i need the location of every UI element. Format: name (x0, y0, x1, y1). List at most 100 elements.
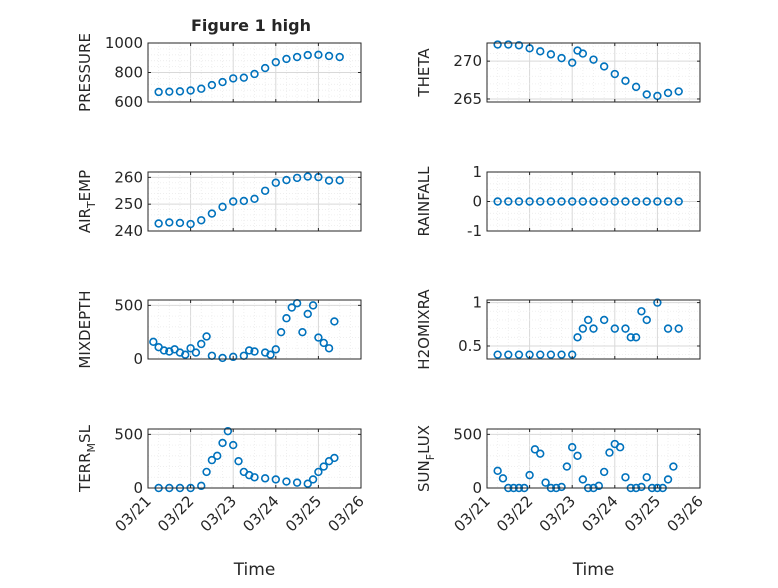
data-point (546, 50, 556, 59)
data-point (207, 80, 217, 90)
y-tick-label: 1 (472, 163, 482, 181)
data-point (674, 197, 683, 206)
data-point (303, 479, 312, 488)
data-point (615, 443, 625, 452)
data-point (260, 186, 270, 195)
plot-area (487, 300, 700, 359)
data-point (631, 82, 641, 92)
data-point (165, 218, 174, 227)
data-point (589, 324, 598, 333)
data-point (213, 451, 222, 461)
data-point (599, 62, 609, 71)
data-point (557, 197, 566, 206)
data-point (621, 473, 630, 482)
data-point (546, 350, 556, 359)
x-tick-label: 03/22 (154, 492, 197, 535)
data-point (202, 332, 211, 341)
data-point (594, 481, 604, 491)
data-point (525, 470, 534, 480)
y-tick-label: 500 (453, 425, 482, 443)
data-point (276, 327, 286, 337)
data-point (260, 63, 270, 73)
data-point (504, 197, 513, 206)
data-point (504, 350, 513, 359)
data-point (298, 327, 307, 337)
data-point (292, 478, 302, 487)
data-point (674, 324, 683, 333)
plot-area (487, 43, 700, 102)
y-axis-label: PRESSURE (76, 33, 94, 112)
data-point (621, 197, 630, 206)
data-point (154, 219, 163, 228)
data-point (239, 73, 249, 82)
axes-box (147, 428, 362, 489)
data-point (567, 58, 577, 67)
plot-area (148, 300, 361, 359)
y-tick-label: 265 (453, 90, 482, 108)
data-point (223, 426, 233, 436)
data-point (191, 348, 201, 357)
data-point (324, 51, 334, 61)
data-point (541, 478, 550, 487)
data-point (229, 352, 238, 362)
data-point (493, 466, 502, 476)
data-point (498, 474, 508, 483)
subplot-rainfall: -1 0 1 RAINFALL (415, 163, 701, 240)
x-tick-label: 03/21 (451, 492, 494, 535)
data-point (303, 172, 312, 181)
data-point (599, 315, 609, 325)
data-point (186, 219, 195, 229)
subplot-terr-msl: 0 500 TERRMSL 03/21 03/22 03/23 03/24 03/25 03/2… (76, 424, 368, 580)
data-point (514, 350, 524, 359)
data-point (504, 40, 513, 49)
data-point (202, 467, 211, 477)
data-point (207, 455, 217, 465)
data-point (335, 52, 344, 62)
data-point (642, 473, 651, 482)
data-point (642, 90, 651, 99)
data-point (642, 197, 651, 206)
y-tick-label: 270 (453, 52, 482, 70)
axes-box (486, 299, 701, 360)
data-point (631, 197, 641, 206)
data-point (292, 52, 302, 62)
y-tick-label: 1 (472, 294, 482, 312)
y-tick-label: 250 (114, 195, 143, 213)
y-tick-label: 0 (133, 350, 143, 368)
data-point (239, 196, 249, 206)
subplot-air-temp: 240 250 260 AIRTEMP (76, 168, 362, 240)
data-point (197, 84, 206, 93)
data-point (578, 49, 588, 58)
y-axis-label: H2OMIXRA (415, 289, 433, 370)
x-tick-label: 03/25 (621, 492, 664, 535)
data-point (621, 324, 630, 333)
y-axis-label: TERRMSL (76, 424, 98, 493)
data-point (578, 324, 588, 333)
data-point (165, 87, 174, 96)
data-point (493, 197, 502, 206)
data-point (324, 344, 334, 353)
data-point (175, 218, 185, 228)
data-point (557, 482, 566, 492)
data-point (653, 197, 662, 206)
data-point (244, 346, 254, 355)
y-tick-label: 0.5 (458, 337, 482, 355)
data-point (282, 477, 291, 486)
data-point (536, 350, 545, 359)
data-point (181, 350, 190, 359)
data-point (536, 47, 545, 56)
data-point (663, 324, 673, 333)
axes-box (147, 171, 362, 232)
data-point (610, 69, 619, 79)
data-point (626, 333, 635, 342)
y-tick-label: 500 (114, 425, 143, 443)
data-point (218, 438, 227, 448)
data-point (493, 350, 502, 359)
data-point (605, 448, 614, 457)
subplot-sun-flux: 0 500 SUNFLUX 03/21 03/22 03/23 03/24 03/25 03/2… (415, 425, 707, 580)
axes-box (486, 42, 701, 103)
subplot-h2omixra: 0.5 1 H2OMIXRA (415, 289, 701, 370)
data-point (578, 475, 588, 484)
data-point (621, 76, 630, 86)
data-point (308, 301, 318, 310)
